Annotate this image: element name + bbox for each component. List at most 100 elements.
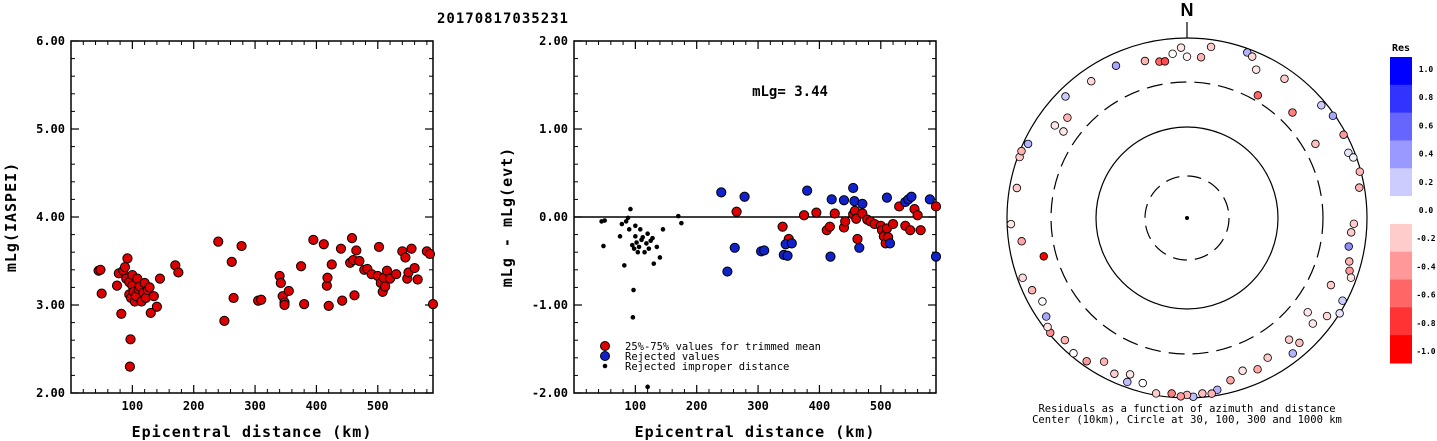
points-group-left <box>93 233 439 372</box>
polar-residual-point <box>1140 56 1150 66</box>
polar-residual-point <box>1328 111 1338 121</box>
polar-residual-point <box>1043 322 1052 332</box>
data-point <box>318 239 329 250</box>
polar-residual-point <box>1355 183 1364 192</box>
polar-residual-point <box>1207 389 1216 398</box>
data-point-rejected-distance <box>629 242 635 248</box>
polar-residual-point <box>1039 252 1048 261</box>
panel-polar-residuals: N Residuals as a function of azimuth and… <box>1006 0 1368 426</box>
data-point <box>295 261 307 272</box>
data-point <box>912 210 923 221</box>
colorbar-swatch <box>1390 140 1412 169</box>
data-point-rejected-distance <box>645 384 650 390</box>
data-point-rejected-distance <box>644 241 649 246</box>
polar-residual-point <box>1263 353 1272 362</box>
x-axis-label-left: Epicentral distance (km) <box>132 423 373 441</box>
data-point <box>852 233 863 245</box>
mlg-annotation: mLg= 3.44 <box>752 84 828 100</box>
data-point <box>125 334 136 345</box>
colorbar-tick-label: 0.2 <box>1419 178 1434 187</box>
data-point <box>854 242 865 253</box>
data-point <box>825 251 836 262</box>
data-point <box>373 241 385 253</box>
polar-residual-point <box>1345 266 1354 276</box>
colorbar-tick-label: 1.0 <box>1419 65 1434 74</box>
data-point <box>228 292 239 304</box>
data-point-rejected-distance <box>679 220 684 226</box>
data-point-rejected-distance <box>628 206 633 212</box>
colorbar-swatch <box>1390 279 1412 308</box>
polar-residual-point <box>1018 273 1027 283</box>
data-point <box>151 301 162 312</box>
data-point-rejected-distance <box>645 231 650 237</box>
x-tick-label: 100 <box>625 399 647 413</box>
y-tick-label: 2.00 <box>539 34 568 48</box>
colorbar-tick-label: -0.4 <box>1416 262 1435 271</box>
y-tick-label: 1.00 <box>539 122 568 136</box>
data-point <box>275 277 286 289</box>
polar-residual-point <box>1311 139 1320 149</box>
colorbar-tick-label: -0.6 <box>1416 291 1435 300</box>
data-point-rejected-distance <box>623 219 629 224</box>
data-point-rejected-distance <box>640 234 646 240</box>
data-point <box>322 272 333 283</box>
data-point <box>119 262 131 273</box>
data-point-rejected-distance <box>631 246 637 251</box>
data-point <box>299 299 310 310</box>
colorbar-tick-label: 0.6 <box>1419 121 1434 130</box>
polar-residual-point <box>1151 389 1161 398</box>
data-point <box>716 187 727 198</box>
colorbar-swatch <box>1390 307 1412 336</box>
polar-residual-point <box>1167 389 1176 398</box>
polar-residual-point <box>1317 101 1326 110</box>
data-point <box>759 245 770 256</box>
data-point <box>857 198 868 209</box>
data-point <box>122 253 133 264</box>
dashed-circle-30km <box>1144 175 1230 261</box>
polar-residual-point <box>1238 366 1247 375</box>
polar-residual-point <box>1253 365 1262 374</box>
data-point <box>906 191 917 202</box>
colorbar-title: Res <box>1392 43 1410 54</box>
polar-residual-point <box>1082 357 1091 366</box>
data-point <box>323 300 334 311</box>
colorbar-swatch <box>1390 251 1412 281</box>
polar-residual-point <box>1322 311 1332 321</box>
data-point <box>326 259 337 270</box>
polar-residual-point <box>1198 389 1207 398</box>
points-group-middle <box>599 182 942 390</box>
polar-residual-point <box>1226 376 1235 385</box>
north-label: N <box>1181 0 1194 20</box>
colorbar-swatch <box>1390 196 1412 225</box>
y-tick-label: 0.00 <box>539 210 568 224</box>
data-point <box>924 194 935 205</box>
polar-residual-point <box>1339 130 1348 139</box>
polar-residual-point <box>1182 52 1192 61</box>
data-point <box>731 206 742 217</box>
polar-residual-point <box>1288 108 1297 117</box>
data-point <box>96 288 107 299</box>
data-point <box>95 264 106 275</box>
polar-residual-point <box>1349 153 1358 162</box>
polar-residual-point <box>1138 378 1147 388</box>
data-point <box>840 216 851 227</box>
data-point <box>406 243 417 254</box>
x-tick-label: 500 <box>367 399 389 413</box>
data-point <box>802 185 813 196</box>
data-point <box>884 238 896 249</box>
y-tick-label: 6.00 <box>36 34 65 48</box>
polar-residual-point <box>1111 61 1121 70</box>
polar-caption-line1: Residuals as a function of azimuth and d… <box>1038 403 1335 415</box>
data-point <box>826 194 837 205</box>
x-tick-label: 200 <box>183 399 205 413</box>
data-point <box>173 267 184 278</box>
colorbar-tick-label: -0.8 <box>1416 319 1435 328</box>
polar-residual-point <box>1038 297 1047 306</box>
x-tick-label: 400 <box>306 399 328 413</box>
legend-label-improper: Rejected improper distance <box>625 361 789 373</box>
data-point-rejected-distance <box>676 213 681 219</box>
data-point-rejected-distance <box>635 249 641 255</box>
data-point <box>777 221 788 232</box>
y-axis-label-left: mLg(IASPEI) <box>2 162 20 272</box>
